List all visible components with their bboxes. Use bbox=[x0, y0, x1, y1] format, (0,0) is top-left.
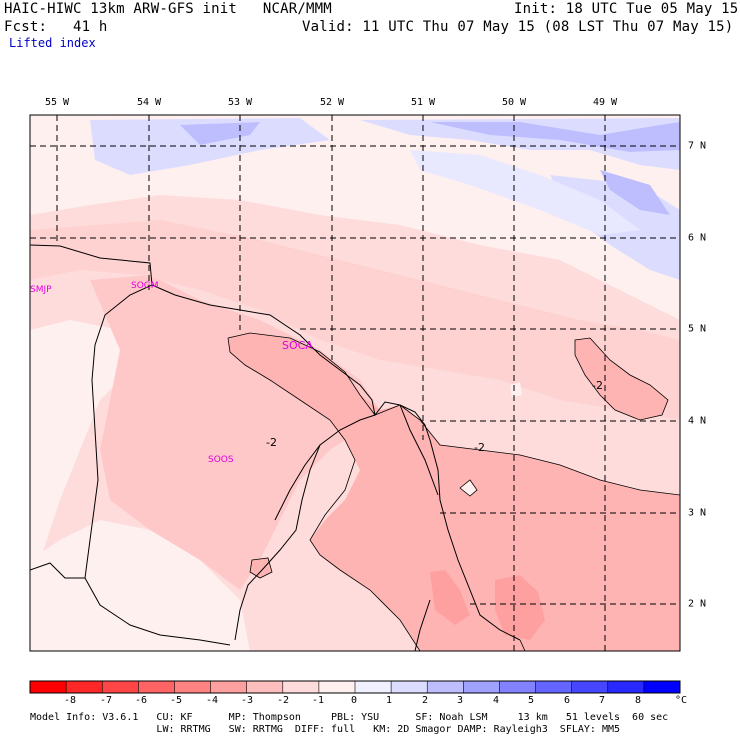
field-region-stable-4 bbox=[410, 150, 640, 235]
field-region-unstable-2 bbox=[575, 338, 668, 420]
valid-time: Valid: 11 UTC Thu 07 May 15 (08 LST Thu … bbox=[302, 19, 734, 35]
lat-label-6n: 6 N bbox=[688, 232, 707, 244]
colorbar-tick-2: 2 bbox=[421, 695, 429, 706]
colorbar-tick-0: 0 bbox=[350, 695, 358, 706]
lat-label-2n: 2 N bbox=[688, 598, 707, 610]
colorbar-tick-7: 7 bbox=[598, 695, 606, 706]
field-region-stable-7 bbox=[600, 170, 670, 215]
contour-line-2 bbox=[227, 337, 421, 651]
contour-label-1: -2 bbox=[266, 436, 277, 449]
colorbar-tick-3: 3 bbox=[456, 695, 464, 706]
map-frame bbox=[29, 114, 681, 652]
field-region-unstable-5 bbox=[495, 575, 545, 640]
station-label-soca: SOCA bbox=[282, 339, 313, 352]
forecast-hour: Fcst: 41 h bbox=[4, 19, 108, 35]
colorbar-tick-8: 8 bbox=[634, 695, 642, 706]
contour-line-4 bbox=[249, 557, 273, 579]
border-line-6 bbox=[414, 599, 431, 651]
colorbar-tick-m3: -3 bbox=[240, 695, 254, 706]
field-region-stable-spot-2 bbox=[510, 382, 522, 397]
model-info-line-1: Model Info: V3.6.1 CU: KF MP: Thompson P… bbox=[30, 712, 669, 723]
field-region-west-pale bbox=[30, 320, 130, 580]
contour-line-5 bbox=[459, 479, 478, 497]
colorbar-tick-m5: -5 bbox=[169, 695, 183, 706]
contour-line-6 bbox=[519, 639, 526, 651]
contour-line-1 bbox=[227, 332, 680, 496]
border-line-4 bbox=[234, 444, 321, 641]
lon-label-55w: 55 W bbox=[44, 97, 70, 108]
contour-label-3: -2 bbox=[592, 379, 603, 392]
colorbar-tick-m2: -2 bbox=[276, 695, 290, 706]
model-info-line-2: LW: RRTMG SW: RRTMG DIFF: full KM: 2D Sm… bbox=[30, 724, 621, 735]
coastline bbox=[30, 244, 231, 646]
station-label-smjp: SMJP bbox=[30, 285, 52, 295]
field-region-southwest-pale bbox=[30, 520, 250, 651]
colorbar-tick-1: 1 bbox=[385, 695, 393, 706]
field-region-stable-6 bbox=[430, 122, 680, 152]
field-region-neutral bbox=[30, 115, 680, 320]
colorbar-tick-5: 5 bbox=[527, 695, 535, 706]
station-label-sogm: SOGM bbox=[131, 281, 159, 291]
lon-label-49w: 49 W bbox=[592, 97, 618, 108]
field-name: Lifted index bbox=[9, 36, 96, 50]
lon-label-52w: 52 W bbox=[319, 97, 345, 108]
field-region-stable-spot-1 bbox=[590, 440, 612, 468]
lon-label-54w: 54 W bbox=[136, 97, 162, 108]
init-time: Init: 18 UTC Tue 05 May 15 bbox=[514, 1, 739, 17]
field-region-unstable-3 bbox=[250, 558, 272, 578]
border-line-2 bbox=[151, 284, 521, 641]
colorbar-tick-m7: -7 bbox=[99, 695, 113, 706]
colorbar-tick-m8: -8 bbox=[63, 695, 77, 706]
colorbar-unit: °C bbox=[674, 695, 688, 706]
field-region-northwest-pink bbox=[30, 220, 680, 420]
border-line-5 bbox=[399, 404, 439, 496]
lon-label-51w: 51 W bbox=[410, 97, 436, 108]
lon-label-53w: 53 W bbox=[227, 97, 253, 108]
field-region-unstable-4 bbox=[430, 570, 470, 625]
field-region-unstable-1 bbox=[228, 333, 680, 651]
colorbar-tick-m4: -4 bbox=[205, 695, 219, 706]
colorbar-tick-m6: -6 bbox=[134, 695, 148, 706]
lon-label-50w: 50 W bbox=[501, 97, 527, 108]
title-left: HAIC-HIWC 13km ARW-GFS init NCAR/MMM bbox=[4, 1, 332, 17]
colorbar-tick-4: 4 bbox=[492, 695, 500, 706]
colorbar-tick-m1: -1 bbox=[311, 695, 325, 706]
lat-label-7n: 7 N bbox=[688, 140, 707, 152]
colorbar-tick-6: 6 bbox=[563, 695, 571, 706]
lat-label-3n: 3 N bbox=[688, 507, 707, 519]
field-region-stable-2 bbox=[360, 118, 680, 170]
lat-label-5n: 5 N bbox=[688, 323, 707, 335]
station-label-soos: SOOS bbox=[208, 455, 234, 465]
lat-label-4n: 4 N bbox=[688, 415, 707, 427]
border-line-1 bbox=[30, 562, 85, 579]
contour-label-2: -2 bbox=[474, 441, 485, 454]
contour-line-3 bbox=[574, 337, 669, 421]
